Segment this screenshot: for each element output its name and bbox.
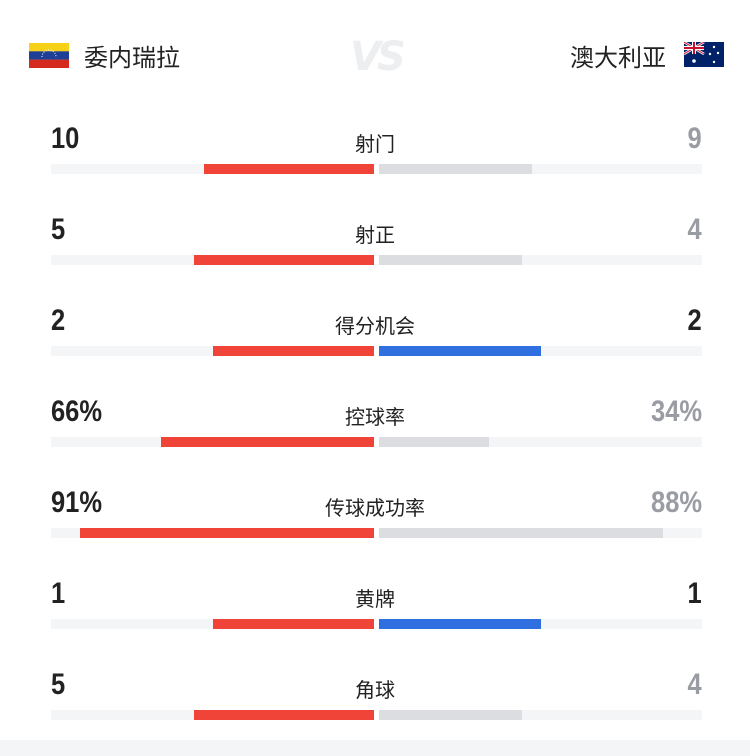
home-bar-track bbox=[51, 346, 374, 356]
away-bar-fill bbox=[379, 346, 541, 356]
away-value: 1 bbox=[687, 577, 702, 610]
away-team-name: 澳大利亚 bbox=[570, 44, 666, 72]
away-value: 34% bbox=[650, 395, 702, 428]
away-bar-fill bbox=[379, 164, 533, 174]
away-bar-fill bbox=[379, 619, 541, 629]
stat-row: 1 黄牌 1 bbox=[0, 577, 750, 637]
stat-row: 91% 传球成功率 88% bbox=[0, 486, 750, 546]
stat-label: 传球成功率 bbox=[325, 496, 425, 520]
away-bar-track bbox=[379, 528, 702, 538]
venezuela-flag-icon bbox=[29, 43, 69, 68]
home-value: 66% bbox=[51, 395, 103, 428]
stat-row: 2 得分机会 2 bbox=[0, 304, 750, 364]
home-bar-fill bbox=[204, 164, 374, 174]
away-value: 2 bbox=[687, 304, 702, 337]
stat-label: 得分机会 bbox=[335, 314, 415, 338]
away-bar-track bbox=[379, 437, 702, 447]
away-bar-track bbox=[379, 346, 702, 356]
home-bar-fill bbox=[194, 710, 374, 720]
australia-flag-icon bbox=[684, 42, 724, 67]
stat-label: 射门 bbox=[355, 132, 395, 156]
home-value: 2 bbox=[51, 304, 66, 337]
home-bar-fill bbox=[80, 528, 374, 538]
stat-row: 10 射门 9 bbox=[0, 122, 750, 182]
home-bar-fill bbox=[160, 437, 374, 447]
home-bar-track bbox=[51, 255, 374, 265]
home-bar-track bbox=[51, 619, 374, 629]
away-bar-track bbox=[379, 710, 702, 720]
stat-row: 5 射正 4 bbox=[0, 213, 750, 273]
stat-label: 黄牌 bbox=[355, 587, 395, 611]
away-bar-fill bbox=[379, 437, 489, 447]
home-value: 10 bbox=[51, 122, 80, 155]
vs-logo: VS bbox=[350, 34, 406, 80]
away-bar-fill bbox=[379, 528, 664, 538]
home-value: 5 bbox=[51, 668, 66, 701]
home-bar-fill bbox=[212, 346, 374, 356]
home-value: 1 bbox=[51, 577, 66, 610]
away-bar-fill bbox=[379, 710, 523, 720]
away-bar-track bbox=[379, 255, 702, 265]
home-team-name: 委内瑞拉 bbox=[84, 44, 180, 72]
away-value: 9 bbox=[687, 122, 702, 155]
away-bar-fill bbox=[379, 255, 523, 265]
home-bar-track bbox=[51, 437, 374, 447]
stat-label: 射正 bbox=[355, 223, 395, 247]
home-value: 5 bbox=[51, 213, 66, 246]
stat-row: 5 角球 4 bbox=[0, 668, 750, 728]
home-bar-fill bbox=[194, 255, 374, 265]
home-bar-track bbox=[51, 164, 374, 174]
stat-label: 角球 bbox=[355, 678, 395, 702]
stat-label: 控球率 bbox=[345, 405, 405, 429]
away-value: 4 bbox=[687, 668, 702, 701]
home-bar-fill bbox=[212, 619, 374, 629]
away-value: 88% bbox=[650, 486, 702, 519]
stat-row: 66% 控球率 34% bbox=[0, 395, 750, 455]
bottom-divider bbox=[0, 740, 750, 756]
match-header: 委内瑞拉 VS 澳大利亚 bbox=[0, 34, 750, 80]
away-value: 4 bbox=[687, 213, 702, 246]
home-bar-track bbox=[51, 710, 374, 720]
home-bar-track bbox=[51, 528, 374, 538]
away-bar-track bbox=[379, 619, 702, 629]
away-bar-track bbox=[379, 164, 702, 174]
home-value: 91% bbox=[51, 486, 103, 519]
